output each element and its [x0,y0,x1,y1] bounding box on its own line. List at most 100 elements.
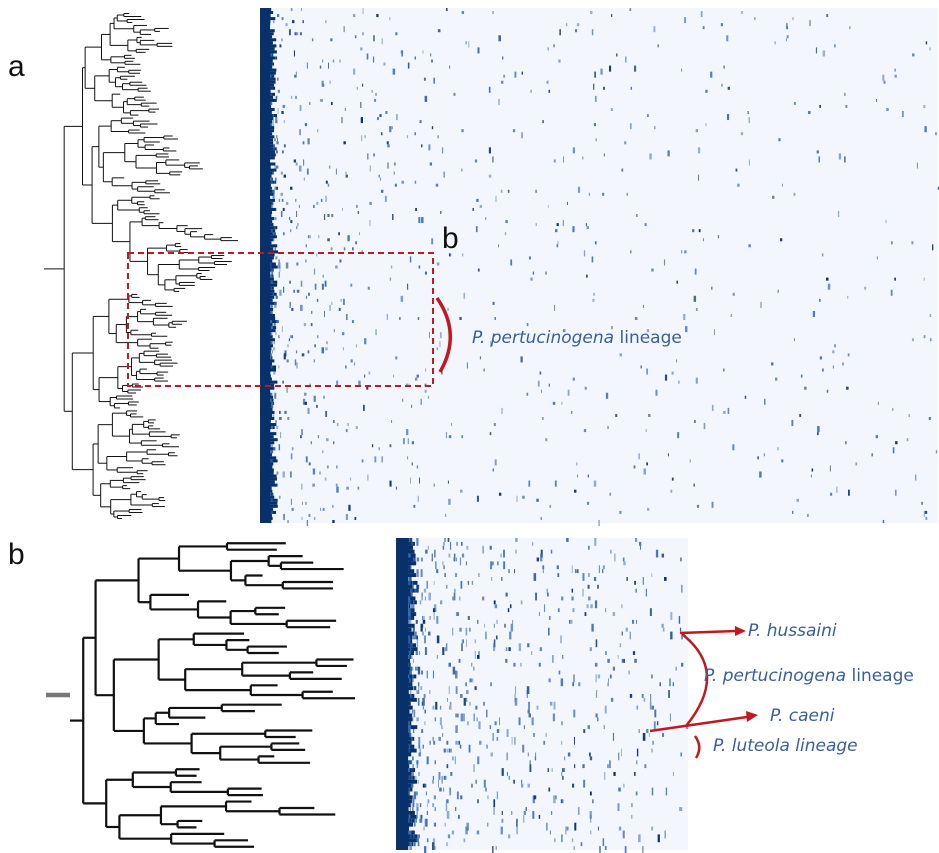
heatmap-cell [407,438,409,445]
heatmap-cell [395,32,398,36]
heatmap-cell [280,171,283,175]
heatmap-cell [275,150,279,154]
heatmap-cell [494,459,497,466]
heatmap-cell [408,783,413,788]
heatmap-cell [412,717,414,722]
heatmap-cell [826,14,829,18]
heatmap-cell [270,447,276,451]
heatmap-cell [293,289,296,293]
heatmap-cell [326,438,329,442]
heatmap-cell [345,171,347,175]
heatmap-cell [604,846,607,850]
heatmap-cell [424,635,426,644]
heatmap-cell [644,223,647,227]
heatmap-cell [819,298,821,302]
heatmap-cell [633,465,636,469]
heatmap-cell [618,826,622,831]
heatmap-cell [286,386,288,393]
heatmap-cell [390,265,393,269]
heatmap-cell [642,846,644,853]
heatmap-cell [928,416,931,420]
heatmap-cell [270,104,272,108]
heatmap-cell [554,480,557,487]
heatmap-cell [597,674,601,679]
heatmap-cell [911,338,914,342]
heatmap-cell [325,180,328,184]
heatmap-cell [281,326,283,333]
heatmap-cell [655,389,658,396]
heatmap-cell [277,107,279,115]
heatmap-cell [792,17,794,21]
heatmap-cell [461,168,463,172]
heatmap-cell [549,830,551,835]
heatmap-cell [295,162,298,166]
heatmap-cell [693,483,695,487]
heatmap-cell [572,147,576,154]
heatmap-cell [671,477,674,481]
heatmap-cell [571,596,574,601]
heatmap-a-cells [260,8,939,527]
heatmap-cell [270,168,277,172]
heatmap-cell [911,241,914,245]
heatmap-cell [352,14,356,18]
heatmap-cell [475,779,478,784]
heatmap-cell [387,144,390,148]
heatmap-cell [270,492,274,496]
heatmap-cell [546,80,549,84]
heatmap-cell [272,413,275,417]
heatmap-cell [556,244,559,248]
heatmap-cell [875,435,879,439]
heatmap-cell [465,697,468,702]
heatmap-cell [301,483,303,490]
heatmap-cell [683,313,686,321]
hussaini-arrowhead [735,626,746,636]
heatmap-cell [427,803,428,808]
heatmap-cell [452,596,454,601]
heatmap-cell [791,420,794,427]
heatmap-cell [408,799,410,808]
heatmap-cell [270,359,275,363]
heatmap-cell [378,447,380,451]
heatmap-cell [511,736,513,745]
lineage-bracket-b [681,633,709,727]
heatmap-cell [270,468,273,472]
heatmap-cell [670,631,673,640]
heatmap-cell [636,214,638,218]
heatmap-cell [552,401,556,405]
heatmap-cell [777,447,779,451]
heatmap-cell [528,713,532,718]
heatmap-cell [443,787,445,792]
luteola-label: P. luteola lineage [713,736,858,756]
heatmap-cell [273,447,275,451]
heatmap-cell [592,799,594,804]
heatmap-cell [270,198,275,202]
heatmap-cell [317,129,319,133]
heatmap-cell [410,604,414,609]
heatmap-cell [375,92,377,96]
heatmap-cell [414,842,416,847]
heatmap-cell [538,662,541,667]
heatmap-cell [314,344,316,348]
heatmap-cell [605,392,609,399]
heatmap-cell [409,694,412,698]
heatmap-cell [561,401,563,405]
heatmap-cell [270,347,272,351]
heatmap-cell [416,635,418,640]
heatmap-cell [635,791,638,796]
heatmap-cell [646,729,649,733]
heatmap-cell [463,697,466,706]
heatmap-cell [645,588,647,597]
heatmap-cell [461,639,464,644]
heatmap-cell [602,565,605,570]
heatmap-cell [270,413,273,417]
heatmap-cell [286,359,289,363]
heatmap-cell [282,471,285,478]
heatmap-cell [451,423,453,427]
heatmap-cell [408,795,413,800]
heatmap-cell [270,126,275,130]
heatmap-cell [547,592,549,597]
heatmap-cell [446,697,448,702]
heatmap-cell [727,407,730,414]
heatmap-cell [629,8,632,12]
heatmap-cell [418,744,421,749]
